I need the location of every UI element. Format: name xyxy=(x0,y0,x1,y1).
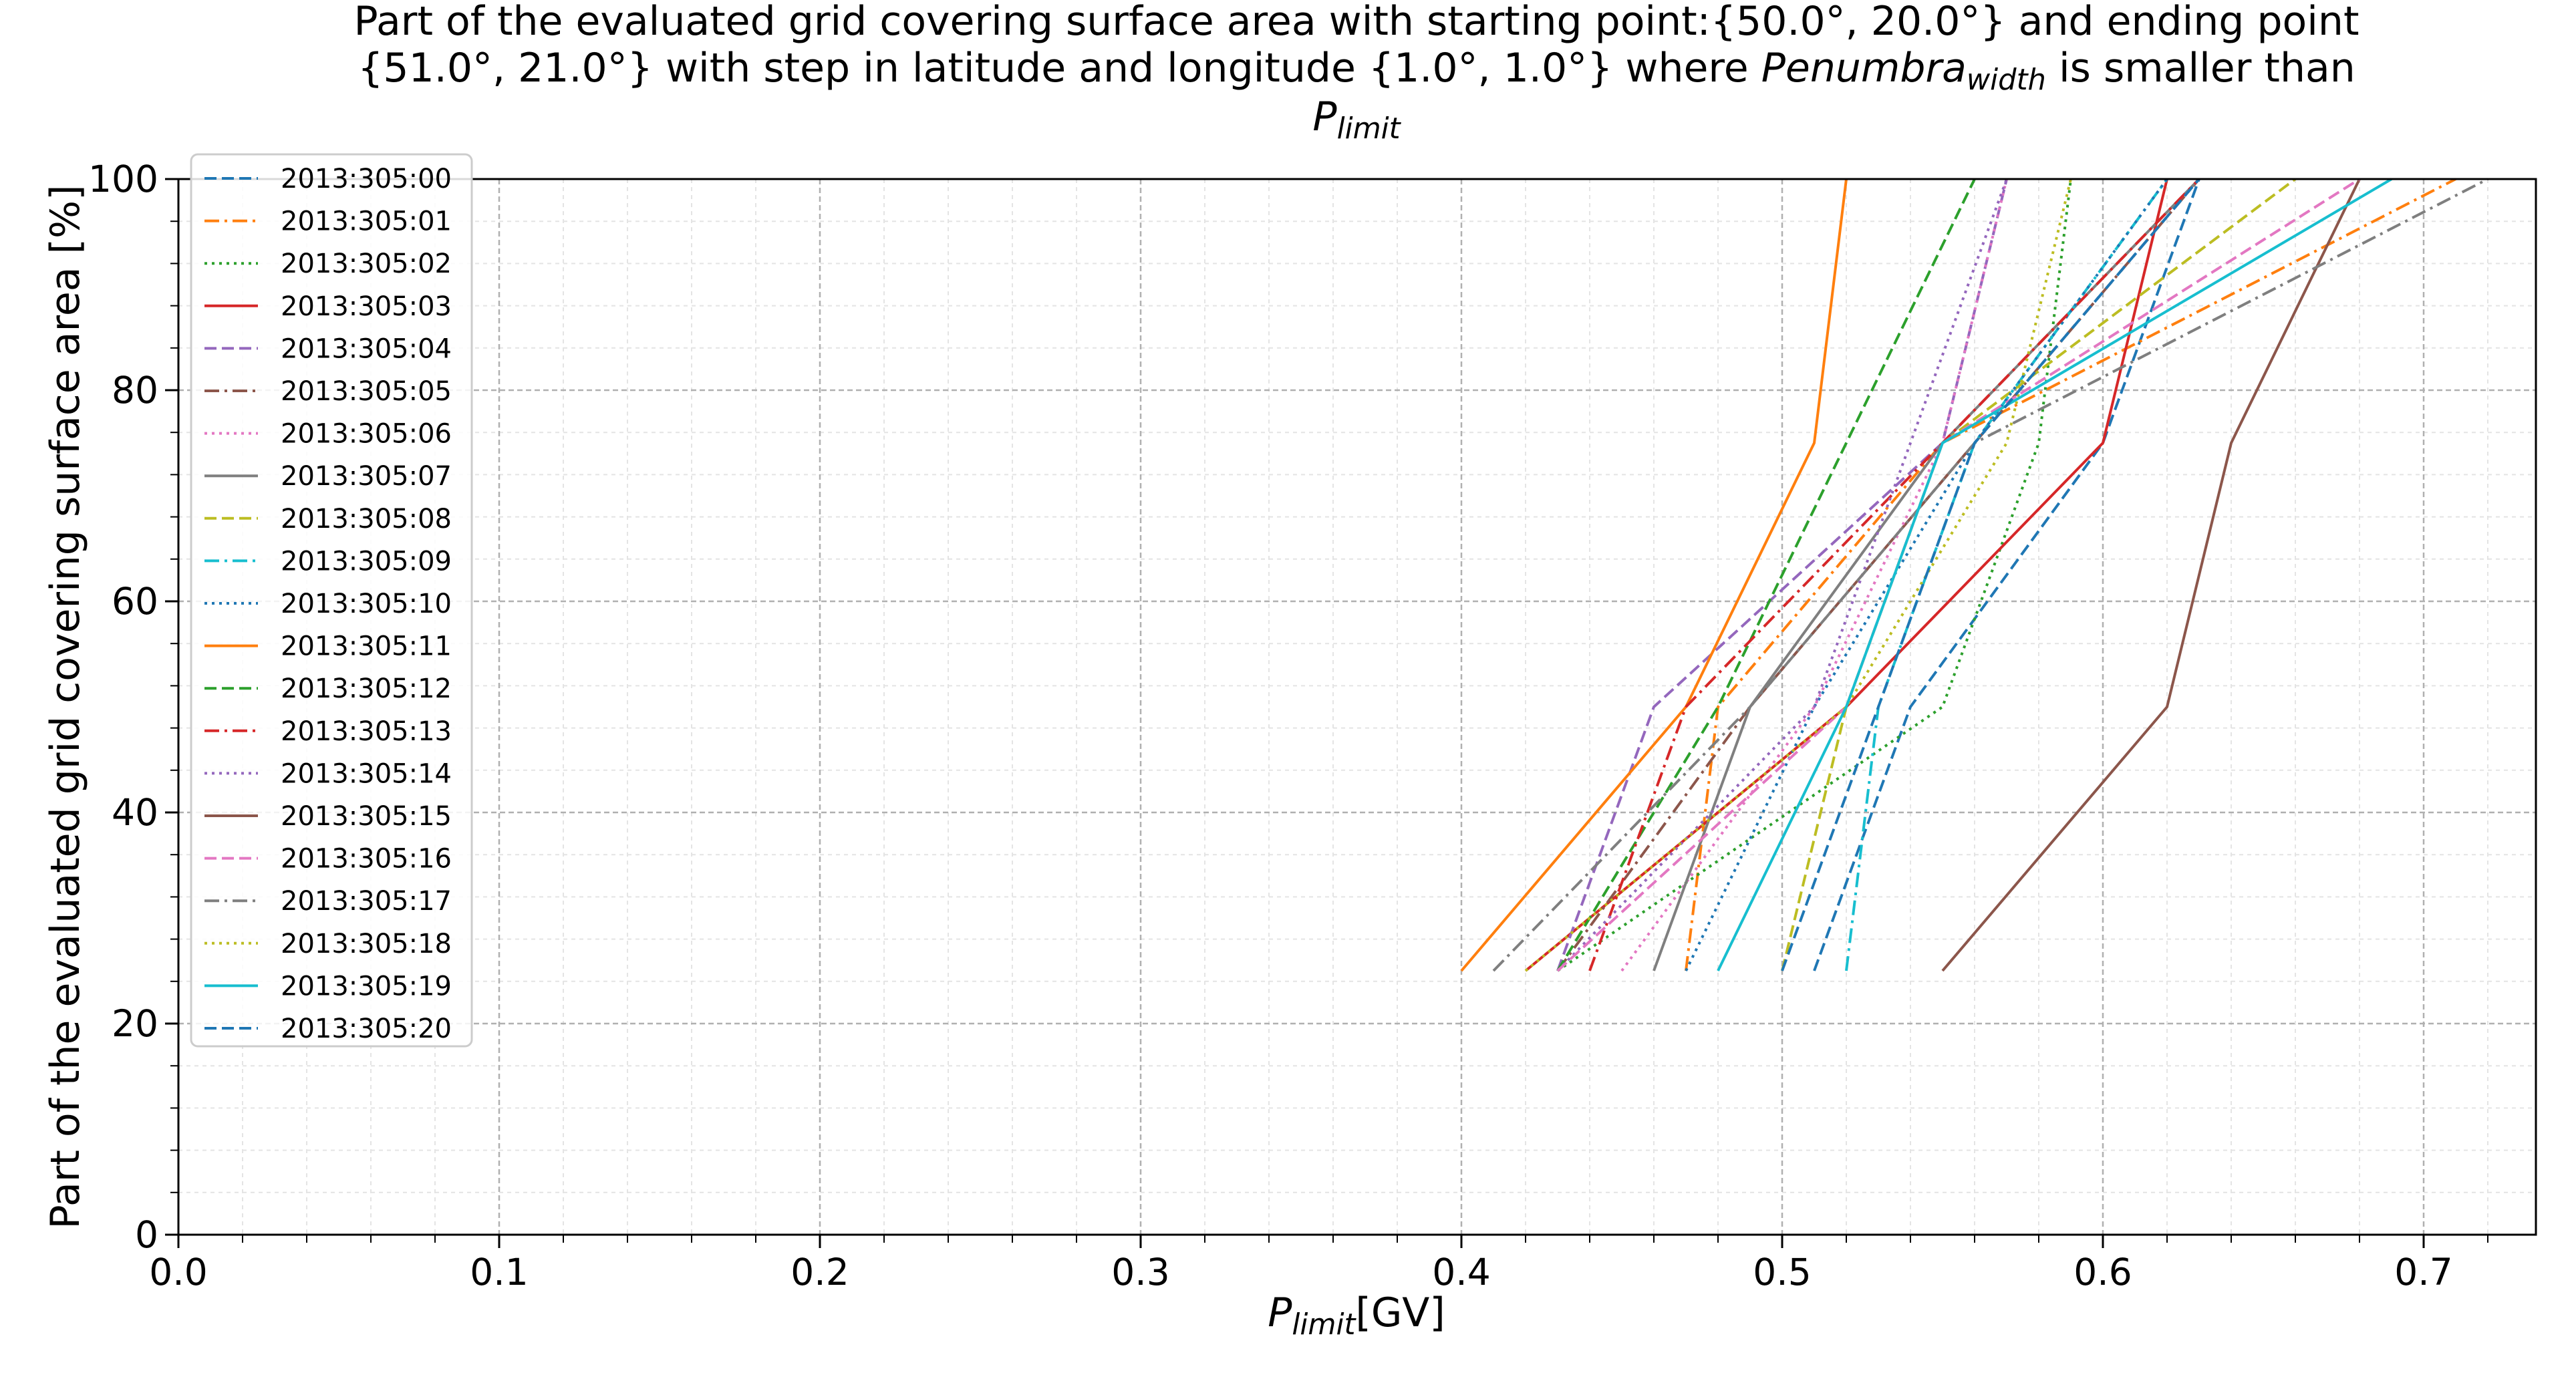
x-tick-label: 0.2 xyxy=(791,1251,849,1293)
x-tick-label: 0.3 xyxy=(1111,1251,1169,1293)
series-line-2013-305-16 xyxy=(1556,178,2361,972)
x-tick-label: 0.4 xyxy=(1432,1251,1490,1293)
series-line-2013-305-17 xyxy=(1492,178,2488,972)
legend-label: 2013:305:16 xyxy=(281,844,452,875)
legend-label: 2013:305:07 xyxy=(281,461,452,492)
chart-title-line-2: {51.0°, 21.0°} with step in latitude and… xyxy=(357,45,2355,97)
legend-label: 2013:305:05 xyxy=(281,376,452,407)
series-line-2013-305-15 xyxy=(1941,178,2361,972)
series-line-2013-305-19 xyxy=(1717,178,2393,971)
legend-label: 2013:305:13 xyxy=(281,716,452,747)
y-axis-label: Part of the evaluated grid covering surf… xyxy=(42,185,89,1229)
legend-label: 2013:305:18 xyxy=(281,929,452,959)
series-line-2013-305-08 xyxy=(1781,178,2297,971)
legend-label: 2013:305:06 xyxy=(281,419,452,450)
legend-label: 2013:305:12 xyxy=(281,673,452,704)
series-line-2013-305-11 xyxy=(1460,178,1848,972)
legend-label: 2013:305:11 xyxy=(281,631,452,662)
series-line-2013-305-02 xyxy=(1556,178,2072,972)
x-axis-label: Plimit[GV] xyxy=(1268,1289,1445,1342)
series-line-2013-305-00 xyxy=(1813,178,2200,971)
y-tick-label: 60 xyxy=(112,580,158,623)
legend-label: 2013:305:14 xyxy=(281,758,452,789)
legend-label: 2013:305:01 xyxy=(281,206,452,237)
y-tick-label: 80 xyxy=(112,369,158,412)
chart-title-line-3: Plimit xyxy=(1312,94,1401,146)
series-layer xyxy=(1460,178,2488,972)
legend-label: 2013:305:00 xyxy=(281,164,452,194)
series-line-2013-305-12 xyxy=(1556,178,1976,972)
legend-frame xyxy=(190,153,473,1048)
x-tick-label: 0.1 xyxy=(470,1251,528,1293)
legend-label: 2013:305:09 xyxy=(281,546,452,577)
y-tick-label: 0 xyxy=(135,1213,158,1256)
series-line-2013-305-10 xyxy=(1685,178,2168,971)
y-tick-label: 100 xyxy=(88,158,158,200)
x-tick-label: 0.7 xyxy=(2394,1251,2452,1293)
legend-label: 2013:305:10 xyxy=(281,589,452,619)
plot-frame xyxy=(177,178,2537,1236)
chart-title-line-2-text: {51.0°, 21.0°} with step in latitude and… xyxy=(357,45,2355,97)
series-line-2013-305-20 xyxy=(1781,178,2200,971)
x-tick-label: 0.5 xyxy=(1753,1251,1811,1293)
legend-label: 2013:305:08 xyxy=(281,504,452,535)
y-tick-label: 40 xyxy=(112,791,158,834)
x-tick-label: 0.6 xyxy=(2073,1251,2132,1293)
y-tick-label: 20 xyxy=(112,1002,158,1045)
series-line-2013-305-01 xyxy=(1685,178,2456,971)
legend-label: 2013:305:04 xyxy=(281,333,452,364)
legend-label: 2013:305:17 xyxy=(281,886,452,917)
series-line-2013-305-04 xyxy=(1556,178,2008,971)
series-line-2013-305-13 xyxy=(1588,178,2200,971)
ticks-layer: 0.0 0.1 0.2 0.3 0.4 0.5 0.6 0.7 0 20 40 60 80 100 xyxy=(88,158,2488,1293)
x-tick-label: 0.0 xyxy=(149,1251,207,1293)
legend-label: 2013:305:20 xyxy=(281,1014,452,1044)
legend-label: 2013:305:19 xyxy=(281,971,452,1002)
legend-label: 2013:305:03 xyxy=(281,291,452,322)
series-line-2013-305-18 xyxy=(1524,178,2072,972)
legend-label: 2013:305:15 xyxy=(281,801,452,832)
legend: 2013:305:00 2013:305:01 2013:305:02 2013:30… xyxy=(190,153,473,1048)
minor-grid xyxy=(178,179,2536,1235)
series-line-2013-305-06 xyxy=(1620,178,2008,972)
chart-title-line-1: Part of the evaluated grid covering surf… xyxy=(354,0,2359,45)
legend-label: 2013:305:02 xyxy=(281,249,452,279)
